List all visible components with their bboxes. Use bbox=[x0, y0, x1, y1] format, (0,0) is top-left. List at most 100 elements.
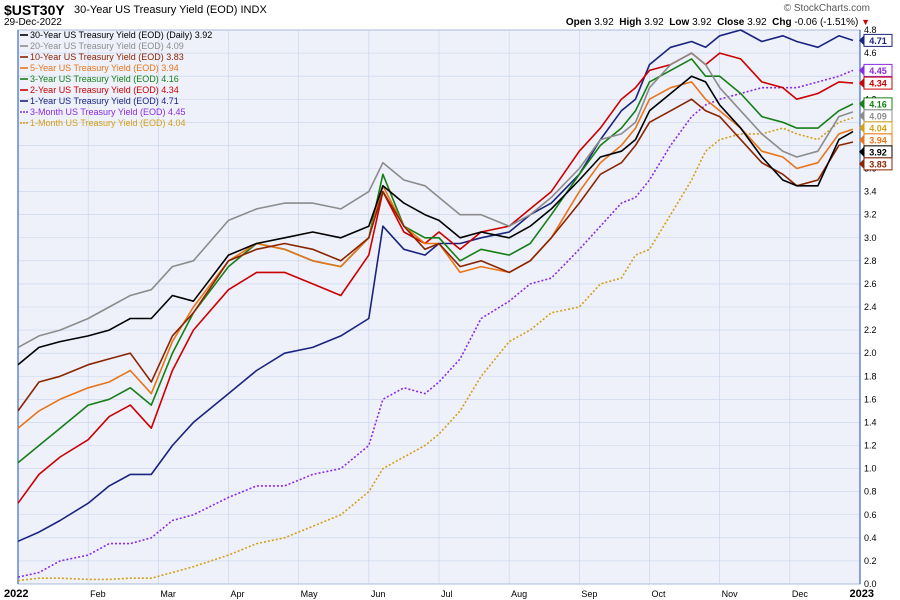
y-tick-label: 4.6 bbox=[864, 48, 877, 58]
x-tick-label: Nov bbox=[722, 589, 739, 599]
y-tick-label: 3.2 bbox=[864, 210, 877, 220]
low-value: 3.92 bbox=[692, 17, 712, 28]
x-tick-label: Jul bbox=[441, 589, 453, 599]
x-tick-label: Aug bbox=[511, 589, 527, 599]
y-tick-label: 0.8 bbox=[864, 487, 877, 497]
end-label: 4.09 bbox=[859, 109, 893, 123]
y-tick-label: 2.2 bbox=[864, 325, 877, 335]
y-tick-label: 1.8 bbox=[864, 371, 877, 381]
open-label: Open bbox=[565, 17, 592, 28]
series-line bbox=[17, 81, 854, 429]
series-line bbox=[17, 75, 854, 366]
end-label-pointer bbox=[859, 134, 864, 145]
end-label-pointer bbox=[859, 146, 864, 157]
end-label-value: 4.34 bbox=[869, 79, 887, 89]
series-line bbox=[17, 52, 854, 504]
y-tick-label: 2.4 bbox=[864, 302, 877, 312]
legend-entry: 20-Year US Treasury Yield (EOD) 4.09 bbox=[30, 41, 184, 51]
x-tick-label: Apr bbox=[231, 589, 245, 599]
y-tick-label: 1.4 bbox=[864, 417, 877, 427]
x-tick-label: May bbox=[301, 589, 319, 599]
series-line bbox=[17, 58, 854, 464]
title-text: 30-Year US Treasury Yield (EOD) bbox=[74, 4, 238, 16]
end-label-value: 4.71 bbox=[869, 36, 887, 46]
legend-entry: 1-Year US Treasury Yield (EOD) 4.71 bbox=[30, 96, 179, 106]
y-tick-label: 1.6 bbox=[864, 394, 877, 404]
x-tick-label: Dec bbox=[792, 589, 809, 599]
chg-label: Chg bbox=[772, 17, 792, 28]
end-label-value: 3.83 bbox=[869, 159, 887, 169]
end-label-pointer bbox=[859, 122, 864, 133]
end-label-pointer bbox=[859, 65, 864, 76]
chart-header: $UST30Y 30-Year US Treasury Yield (EOD) … bbox=[0, 0, 900, 30]
end-label-value: 4.45 bbox=[869, 66, 887, 76]
end-label-value: 4.16 bbox=[869, 99, 887, 109]
end-label: 4.34 bbox=[859, 76, 893, 90]
end-label: 4.71 bbox=[859, 33, 893, 47]
end-label: 4.16 bbox=[859, 97, 893, 111]
end-label-value: 4.09 bbox=[869, 111, 887, 121]
y-tick-label: 3.0 bbox=[864, 233, 877, 243]
y-tick-label: 0.0 bbox=[864, 579, 877, 589]
end-labels: 4.71 4.45 4.34 4.16 4.09 4.04 3.94 3.92 3.83 bbox=[859, 33, 893, 171]
legend-entry: 2-Year US Treasury Yield (EOD) 4.34 bbox=[30, 85, 179, 95]
legend-entry: 3-Year US Treasury Yield (EOD) 4.16 bbox=[30, 74, 179, 84]
x-tick-label: 2022 bbox=[4, 588, 28, 600]
x-tick-label: Jun bbox=[371, 589, 386, 599]
y-tick-label: 4.8 bbox=[864, 25, 877, 35]
brand-label: © StockCharts.com bbox=[783, 3, 870, 14]
symbol-label: $UST30Y bbox=[4, 2, 65, 18]
end-label-pointer bbox=[859, 35, 864, 46]
series-lines bbox=[17, 29, 854, 582]
end-label: 4.04 bbox=[859, 121, 893, 135]
y-tick-label: 2.0 bbox=[864, 348, 877, 358]
x-tick-label: Mar bbox=[160, 589, 176, 599]
close-value: 3.92 bbox=[747, 17, 767, 28]
y-tick-label: 2.6 bbox=[864, 279, 877, 289]
low-label: Low bbox=[669, 17, 690, 28]
y-tick-label: 0.6 bbox=[864, 510, 877, 520]
end-label: 3.94 bbox=[859, 133, 893, 147]
ohlc-readout: Open 3.92 High 3.92 Low 3.92 Close 3.92 … bbox=[566, 17, 870, 28]
legend-entry: 5-Year US Treasury Yield (EOD) 3.94 bbox=[30, 63, 179, 73]
end-label: 3.83 bbox=[859, 157, 893, 171]
down-triangle-icon: ▼ bbox=[861, 17, 870, 27]
x-tick-label: Sep bbox=[581, 589, 597, 599]
legend-entry: 3-Month US Treasury Yield (EOD) 4.45 bbox=[30, 107, 186, 117]
date-label: 29-Dec-2022 bbox=[4, 17, 62, 28]
end-label-pointer bbox=[859, 158, 864, 169]
end-label: 3.92 bbox=[859, 145, 893, 159]
y-tick-label: 2.8 bbox=[864, 256, 877, 266]
end-label-value: 3.94 bbox=[869, 135, 887, 145]
chart-title: 30-Year US Treasury Yield (EOD) INDX bbox=[74, 4, 267, 16]
series-line bbox=[17, 69, 854, 578]
y-tick-label: 1.0 bbox=[864, 464, 877, 474]
x-tick-label: 2023 bbox=[850, 588, 874, 600]
end-label-value: 4.04 bbox=[869, 123, 887, 133]
series-line bbox=[17, 52, 854, 349]
open-value: 3.92 bbox=[594, 17, 614, 28]
x-tick-label: Feb bbox=[90, 589, 106, 599]
end-label-pointer bbox=[859, 78, 864, 89]
x-axis: 2022 Feb Mar Apr May Jun Jul Aug Sep Oct Nov Dec 202… bbox=[4, 588, 874, 600]
legend-entry: 30-Year US Treasury Yield (EOD) (Daily) … bbox=[30, 30, 212, 40]
legend: 30-Year US Treasury Yield (EOD) (Daily) … bbox=[20, 30, 212, 128]
close-label: Close bbox=[717, 17, 745, 28]
y-axis: 0.0 0.2 0.4 0.6 0.8 1.0 1.2 1.4 1.6 1.8 2.0 2.2 2.4 2… bbox=[864, 25, 877, 589]
y-tick-label: 1.2 bbox=[864, 441, 877, 451]
series-line bbox=[17, 116, 854, 582]
series-line bbox=[17, 98, 854, 412]
legend-entry: 1-Month US Treasury Yield (EOD) 4.04 bbox=[30, 118, 186, 128]
chg-value: -0.06 (-1.51%) bbox=[794, 17, 859, 28]
y-tick-label: 0.4 bbox=[864, 533, 877, 543]
legend-entry: 10-Year US Treasury Yield (EOD) 3.83 bbox=[30, 52, 184, 62]
y-tick-label: 3.4 bbox=[864, 187, 877, 197]
high-value: 3.92 bbox=[644, 17, 664, 28]
end-label-value: 3.92 bbox=[869, 147, 887, 157]
end-label: 4.45 bbox=[859, 63, 893, 77]
high-label: High bbox=[619, 17, 642, 28]
x-tick-label: Oct bbox=[652, 589, 667, 599]
end-label-pointer bbox=[859, 110, 864, 121]
y-tick-label: 0.2 bbox=[864, 556, 877, 566]
